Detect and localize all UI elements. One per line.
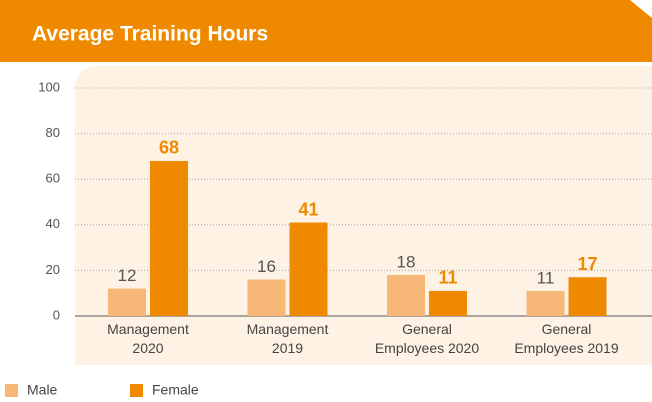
bar	[429, 290, 467, 316]
x-tick-label: General Employees 2019	[514, 321, 619, 356]
value-label: 16	[257, 257, 276, 276]
y-tick-label: 0	[53, 307, 60, 322]
legend-swatch	[5, 384, 18, 397]
y-tick-label: 100	[38, 79, 60, 94]
value-label: 68	[159, 138, 179, 158]
y-tick-label: 40	[46, 216, 60, 231]
bar	[526, 290, 565, 316]
x-tick-label: Management 2019	[246, 321, 329, 356]
bar	[150, 160, 188, 316]
plot-background	[75, 66, 652, 365]
bar	[289, 222, 328, 316]
x-tick-label: Management 2020	[107, 321, 189, 356]
value-label: 11	[438, 268, 457, 288]
header	[0, 0, 652, 62]
legend-label: Female	[152, 382, 199, 398]
bar	[568, 277, 607, 316]
y-tick-label: 20	[46, 262, 60, 277]
bar	[247, 279, 286, 316]
y-tick-label: 60	[46, 171, 60, 186]
chart-title: Average Training Hours	[32, 23, 268, 46]
value-label: 17	[577, 254, 597, 274]
legend-swatch	[130, 384, 143, 397]
bar	[108, 288, 146, 316]
y-tick-label: 80	[46, 125, 60, 140]
value-label: 18	[397, 252, 416, 271]
legend-label: Male	[27, 382, 58, 398]
value-label: 11	[537, 268, 555, 287]
x-tick-label: General Employees 2020	[374, 321, 480, 356]
value-label: 12	[118, 266, 137, 285]
bar	[387, 274, 425, 316]
value-label: 41	[298, 199, 318, 219]
